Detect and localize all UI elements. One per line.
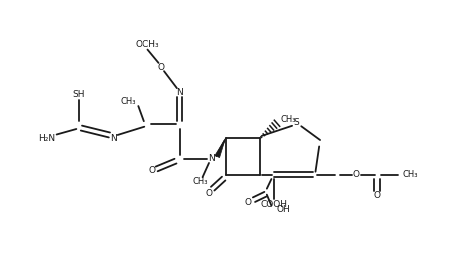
- Text: O: O: [158, 62, 165, 71]
- Text: CH₃: CH₃: [281, 115, 296, 124]
- Text: OH: OH: [277, 205, 291, 214]
- Text: O: O: [245, 198, 252, 207]
- Text: SH: SH: [73, 90, 85, 99]
- Text: COOH: COOH: [260, 200, 287, 209]
- Text: CH₃: CH₃: [120, 97, 136, 106]
- Polygon shape: [215, 138, 226, 158]
- Text: O: O: [353, 170, 360, 179]
- Text: N: N: [176, 88, 183, 97]
- Text: N: N: [209, 154, 215, 163]
- Text: CH₃: CH₃: [192, 177, 208, 186]
- Text: N: N: [109, 134, 117, 143]
- Text: CH₃: CH₃: [402, 170, 418, 179]
- Text: O: O: [206, 189, 213, 198]
- Text: S: S: [294, 118, 300, 127]
- Text: O: O: [148, 166, 155, 175]
- Text: H₂N: H₂N: [38, 134, 55, 143]
- Text: OCH₃: OCH₃: [136, 39, 159, 49]
- Text: O: O: [374, 191, 381, 200]
